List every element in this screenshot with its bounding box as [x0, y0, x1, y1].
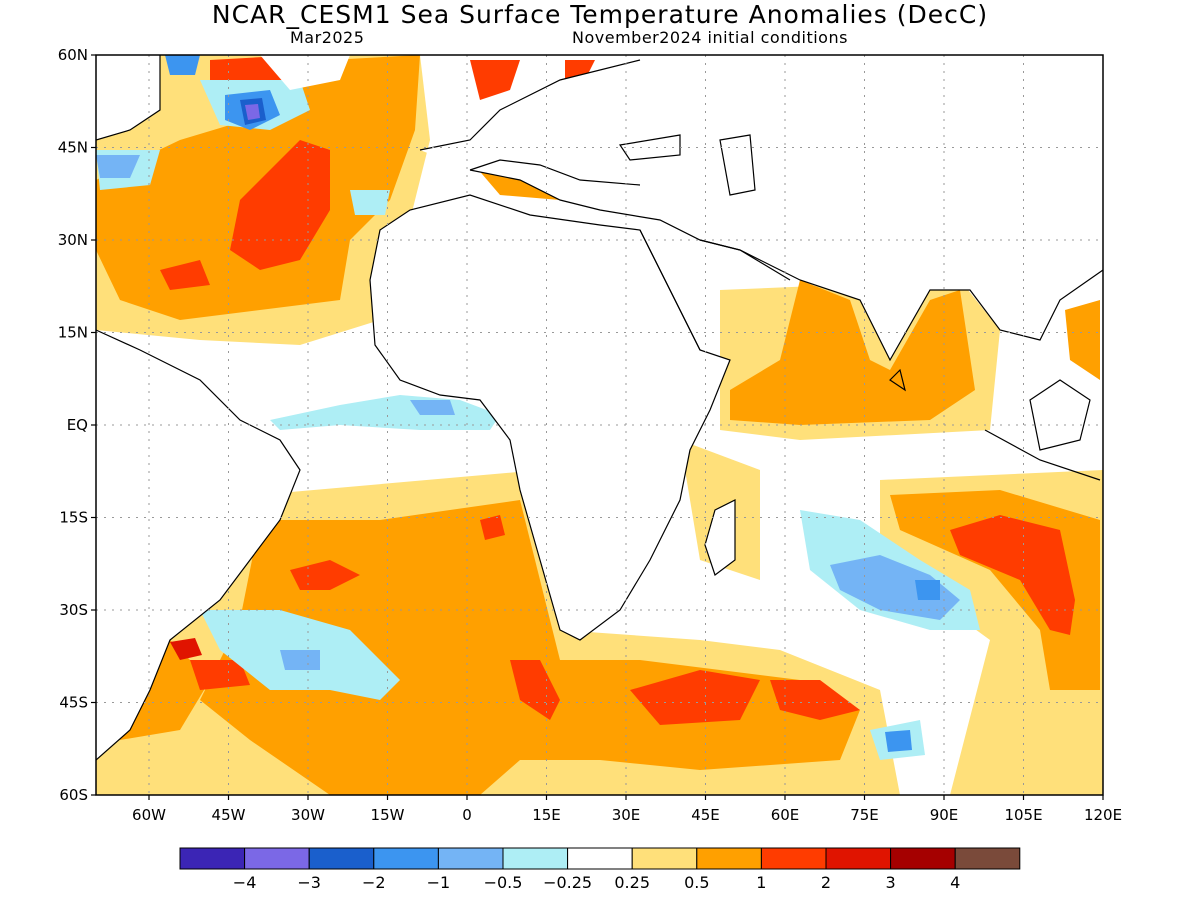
lon-tick-label: 0	[462, 806, 472, 824]
coastline-islands	[889, 368, 1101, 481]
anomaly-region	[510, 660, 560, 720]
anomaly-region	[190, 660, 250, 690]
colorbar-bin	[244, 847, 310, 870]
lon-tick-label: 120E	[1084, 806, 1122, 824]
anomaly-region	[160, 260, 210, 290]
colorbar-bin	[502, 847, 569, 870]
lat-tick-label: EQ	[67, 416, 88, 434]
lon-tick-label: 60W	[132, 806, 166, 824]
colorbar-label: 3	[886, 873, 896, 892]
anomaly-region	[1065, 300, 1100, 380]
coastline-madagascar	[704, 499, 736, 576]
coastline-arabia	[639, 229, 791, 351]
lon-tick-label: 75E	[850, 806, 879, 824]
lon-tick-label: 45W	[212, 806, 246, 824]
sst-anomaly-field	[96, 55, 1103, 795]
colorbar-label: 1	[756, 873, 766, 892]
anomaly-region	[350, 190, 390, 215]
lon-tick-label: 15W	[371, 806, 405, 824]
anomaly-region	[470, 60, 520, 100]
longitude-axis: 60W 45W 30W 15W 0 15E 30E 45E 60E 75E 90E 105E 120E	[132, 795, 1122, 824]
lat-tick-label: 45N	[58, 139, 88, 157]
anomaly-region	[410, 400, 455, 415]
latitude-axis: 60N 45N 30N 15N EQ 15S 30S 45S 60S	[58, 46, 96, 804]
grid-lines	[96, 55, 1103, 795]
initial-conditions-label: November2024 initial conditions	[572, 28, 848, 47]
anomaly-region	[245, 104, 260, 120]
colorbar-bin	[760, 847, 827, 870]
colorbar-bin	[308, 847, 375, 870]
lon-tick-label: 105E	[1004, 806, 1042, 824]
anomaly-region	[96, 155, 140, 178]
colorbar-label: −1	[427, 873, 451, 892]
lat-tick-label: 60N	[58, 46, 88, 64]
lon-tick-label: 30W	[291, 806, 325, 824]
coastline-north-america	[96, 55, 161, 141]
colorbar-bin	[696, 847, 762, 870]
land-africa	[370, 195, 730, 640]
lon-tick-label: 30E	[612, 806, 641, 824]
colorbar-label: −0.5	[484, 873, 523, 892]
colorbar-bin	[825, 847, 892, 870]
colorbar-label: 0.25	[614, 873, 650, 892]
colorbar-label: −4	[233, 873, 257, 892]
lat-tick-label: 15S	[59, 509, 88, 527]
colorbar-bin	[954, 847, 1021, 870]
colorbar-labels: −4 −3 −2 −1 −0.5 −0.25 0.25 0.5 1 2 3 4	[233, 873, 960, 892]
anomaly-region	[885, 730, 912, 752]
coastlines	[96, 55, 1103, 761]
coastline-mediterranean	[469, 134, 681, 186]
map-title: NCAR_CESM1 Sea Surface Temperature Anoma…	[211, 0, 989, 29]
colorbar-label: 4	[950, 873, 960, 892]
colorbar-label: −0.25	[543, 873, 592, 892]
anomaly-region	[280, 650, 320, 670]
colorbar-label: −3	[297, 873, 321, 892]
coastline-south-america	[96, 329, 301, 761]
land-south-america	[96, 330, 300, 760]
lat-tick-label: 60S	[59, 786, 88, 804]
lon-tick-label: 15E	[532, 806, 561, 824]
land-eurasia	[420, 55, 1103, 360]
anomaly-region	[170, 638, 202, 660]
lon-tick-label: 90E	[930, 806, 959, 824]
anomaly-region	[730, 280, 975, 425]
colorbar-bin	[179, 847, 246, 870]
lat-tick-label: 45S	[59, 694, 88, 712]
land-north-america	[96, 55, 160, 140]
anomaly-region	[480, 515, 505, 540]
coastline-caspian	[719, 134, 756, 196]
colorbar	[179, 847, 1021, 870]
colorbar-bin	[890, 847, 956, 870]
colorbar-bin	[437, 847, 504, 870]
anomaly-region	[950, 515, 1075, 635]
colorbar-bin	[373, 847, 439, 870]
anomaly-region	[770, 680, 860, 720]
anomaly-region	[915, 580, 940, 600]
lat-tick-label: 30N	[58, 231, 88, 249]
coastline-eurasia	[419, 59, 1103, 362]
lon-tick-label: 45E	[691, 806, 720, 824]
forecast-month: Mar2025	[290, 28, 365, 47]
lon-tick-label: 60E	[771, 806, 800, 824]
colorbar-label: 2	[821, 873, 831, 892]
lat-tick-label: 15N	[58, 324, 88, 342]
colorbar-bin	[567, 847, 633, 870]
coastline-africa	[369, 194, 731, 641]
colorbar-label: −2	[362, 873, 386, 892]
anomaly-region	[630, 670, 760, 725]
colorbar-label: 0.5	[684, 873, 709, 892]
lat-tick-label: 30S	[59, 601, 88, 619]
colorbar-bin	[631, 847, 698, 870]
anomaly-region	[230, 140, 330, 270]
anomaly-region	[165, 55, 200, 75]
land-greenland	[260, 55, 350, 90]
anomaly-region	[830, 555, 960, 620]
